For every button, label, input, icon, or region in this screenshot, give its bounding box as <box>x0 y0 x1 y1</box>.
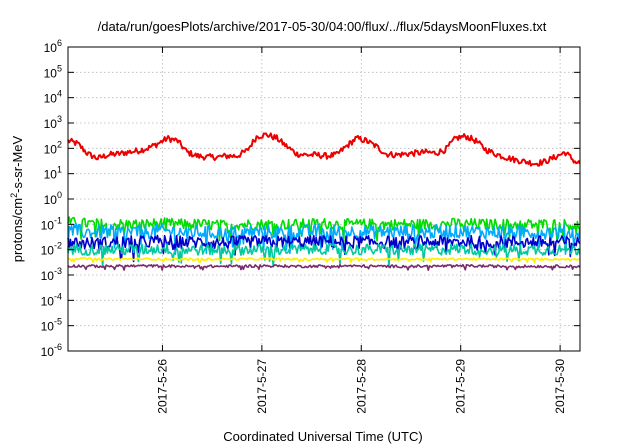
series-line-3 <box>67 223 581 255</box>
x-tick-label: 2017-5-29 <box>454 359 468 414</box>
x-tick-label: 2017-5-27 <box>255 359 269 414</box>
y-tick-label: 100 <box>44 190 62 207</box>
y-tick-base: 10 <box>41 294 55 308</box>
y-tick-label: 102 <box>44 139 62 156</box>
y-tick-base: 10 <box>41 218 55 232</box>
y-tick-base: 10 <box>44 142 58 156</box>
y-tick-base: 10 <box>44 168 58 182</box>
y-tick-base: 10 <box>41 320 55 334</box>
series-line-5 <box>67 242 581 268</box>
y-tick-label: 10-1 <box>41 215 62 232</box>
y-tick-base: 10 <box>44 117 58 131</box>
y-tick-exponent: -2 <box>54 241 62 251</box>
y-tick-exponent: -3 <box>54 266 62 276</box>
series-line-2 <box>67 216 581 243</box>
series-line-7 <box>67 263 581 272</box>
y-tick-base: 10 <box>44 193 58 207</box>
y-tick-label: 10-4 <box>41 291 62 308</box>
y-tick-label: 10-3 <box>41 266 62 283</box>
y-tick-label: 105 <box>44 63 62 80</box>
series-line-6 <box>67 256 581 264</box>
y-tick-exponent: -6 <box>54 342 62 352</box>
y-tick-exponent: 5 <box>57 63 62 73</box>
y-axis-label-sup: 2 <box>9 193 19 198</box>
y-tick-base: 10 <box>41 269 55 283</box>
chart-title: /data/run/goesPlots/archive/2017-05-30/0… <box>98 19 547 34</box>
x-tick-label: 2017-5-26 <box>155 359 169 414</box>
y-tick-label: 101 <box>44 165 62 182</box>
x-tick-labels: 2017-5-26 2017-5-27 2017-5-28 2017-5-29 2017… <box>155 359 567 414</box>
x-tick-label: 2017-5-28 <box>354 359 368 414</box>
y-tick-exponent: -4 <box>54 291 62 301</box>
y-tick-base: 10 <box>44 41 58 55</box>
y-axis-label-rest: -s-sr-MeV <box>10 135 25 192</box>
y-tick-base: 10 <box>41 345 55 359</box>
x-tick-label: 2017-5-30 <box>553 359 567 414</box>
y-axis-label-main: protons/cm <box>10 198 25 262</box>
y-tick-exponent: 6 <box>57 38 62 48</box>
y-tick-exponent: -1 <box>54 215 62 225</box>
y-tick-label: 103 <box>44 114 62 131</box>
y-tick-labels: 10-610-510-410-310-210-11001011021031041… <box>41 38 62 359</box>
y-tick-exponent: 3 <box>57 114 62 124</box>
y-tick-base: 10 <box>41 244 55 258</box>
y-tick-exponent: 1 <box>57 165 62 175</box>
grid <box>68 47 580 351</box>
y-tick-label: 10-2 <box>41 241 62 258</box>
y-tick-label: 10-5 <box>41 317 62 334</box>
y-tick-base: 10 <box>44 92 58 106</box>
series-line-1 <box>67 132 581 167</box>
y-tick-base: 10 <box>44 66 58 80</box>
y-tick-label: 106 <box>44 38 62 55</box>
axis-ticks <box>68 46 580 352</box>
series-layer <box>67 132 581 272</box>
y-tick-label: 104 <box>44 89 62 106</box>
y-tick-exponent: 2 <box>57 139 62 149</box>
y-tick-exponent: -5 <box>54 317 62 327</box>
x-axis-label: Coordinated Universal Time (UTC) <box>223 429 422 444</box>
y-tick-label: 10-6 <box>41 342 62 359</box>
y-axis-label: protons/cm2-s-sr-MeV <box>9 135 25 262</box>
y-tick-exponent: 4 <box>57 89 62 99</box>
y-tick-exponent: 0 <box>57 190 62 200</box>
